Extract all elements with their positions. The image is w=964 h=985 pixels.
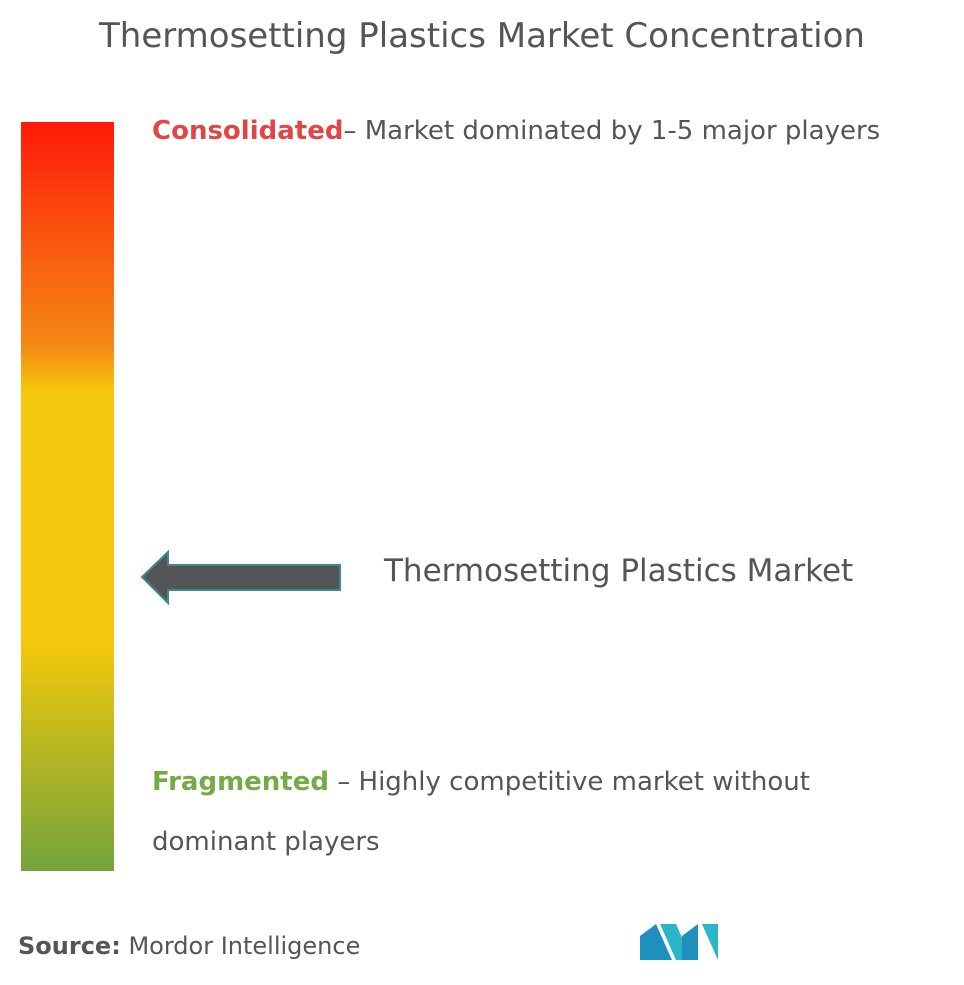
marker-label: Thermosetting Plastics Market (384, 553, 854, 589)
consolidated-text: Consolidated– Market dominated by 1-5 ma… (152, 116, 880, 146)
fragmented-description: – Highly competitive market without domi… (152, 767, 810, 857)
concentration-scale (21, 122, 114, 871)
source-label: Source: (18, 932, 121, 960)
consolidated-description: – Market dominated by 1-5 major players (343, 116, 881, 146)
marker-arrow (140, 549, 341, 606)
source-name: Mordor Intelligence (128, 932, 361, 960)
fragmented-label: Fragmented (152, 767, 329, 797)
title: Thermosetting Plastics Market Concentrat… (99, 16, 865, 56)
source: Source: Mordor Intelligence (18, 932, 360, 960)
logo (640, 924, 718, 960)
consolidated-label: Consolidated (152, 116, 344, 146)
fragmented-text: Fragmented – Highly competitive market w… (152, 752, 872, 872)
